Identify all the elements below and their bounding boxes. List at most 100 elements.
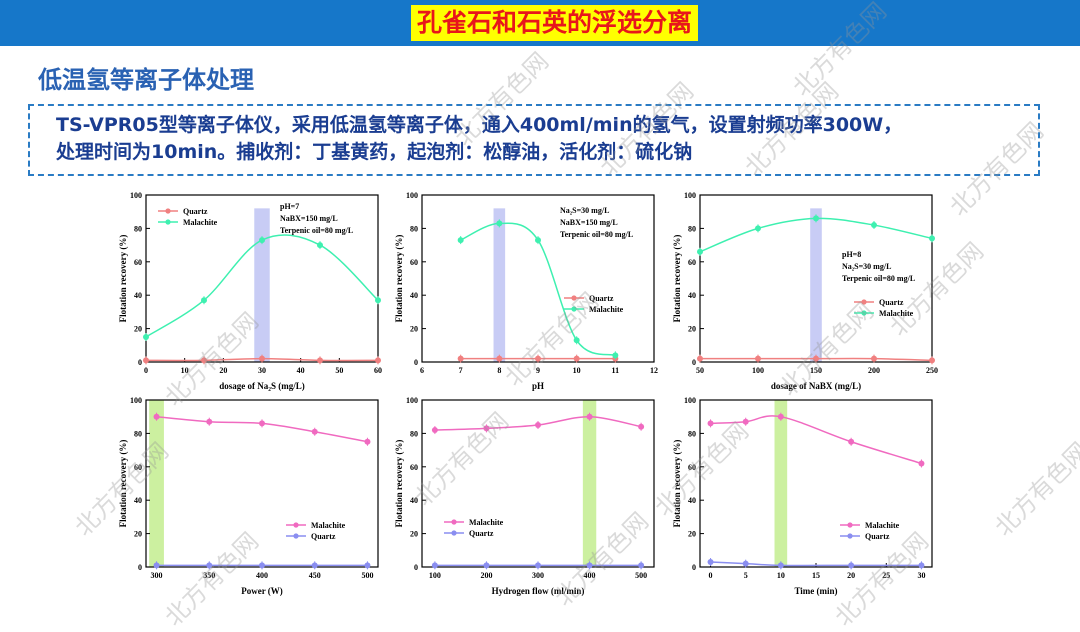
legend-label: Malachite [183,218,218,227]
x-tick-label: 11 [612,366,620,375]
x-axis-label: Hydrogen flow (ml/min) [492,586,585,596]
x-tick-label: 60 [374,366,382,375]
data-point-quartz [742,560,749,567]
data-point-malachite [755,225,761,232]
x-tick-label: 400 [256,571,268,580]
x-tick-label: 8 [497,366,501,375]
data-point-quartz [153,562,160,569]
data-point-quartz [929,357,935,364]
y-tick-label: 20 [688,530,696,539]
condition-annotation: Terpenic oil=80 mg/L [842,274,915,283]
data-point-malachite [311,428,318,435]
data-point-malachite [259,420,265,427]
data-point-malachite [871,222,877,229]
y-tick-label: 100 [130,191,142,200]
data-point-quartz [918,562,925,569]
data-point-malachite [638,423,645,430]
x-tick-label: 300 [151,571,163,580]
data-point-malachite [317,242,323,249]
legend-marker [861,299,867,305]
x-tick-label: 12 [650,366,658,375]
x-tick-label: 0 [144,366,148,375]
y-tick-label: 60 [688,258,696,267]
condition-annotation: Na₂S=30 mg/L [842,262,891,271]
data-point-malachite [697,248,703,255]
y-tick-label: 80 [134,429,142,438]
data-point-quartz [755,355,761,362]
y-tick-label: 40 [688,496,696,505]
x-tick-label: 300 [532,571,544,580]
y-tick-label: 0 [692,563,696,572]
condition-annotation: Terpenic oil=80 mg/L [560,230,633,239]
y-tick-label: 60 [134,258,142,267]
legend-marker [847,533,853,539]
legend-marker [451,519,457,525]
data-point-quartz [317,357,323,364]
condition-annotation: Terpenic oil=80 mg/L [280,226,353,235]
x-tick-label: 250 [926,366,938,375]
data-point-malachite [586,413,593,420]
watermark: 北方有色网 [989,436,1080,542]
y-tick-label: 80 [688,224,696,233]
legend-label: Malachite [589,305,624,314]
highlight-band [254,208,270,362]
x-tick-label: 450 [309,571,321,580]
y-axis-label: Flotation recovery (%) [118,235,128,323]
y-axis-label: Flotation recovery (%) [118,440,128,528]
data-point-malachite [612,352,619,359]
condition-annotation: pH=8 [842,250,861,259]
x-tick-label: 10 [181,366,189,375]
y-tick-label: 20 [410,325,418,334]
chart-2: 0 20 40 60 80 100 6 7 8 9 10 11 12 pH Flotation recove… [394,191,658,391]
chart-5: 0 20 40 60 80 100 100 200 300 400 500 Hydrogen flow… [394,396,655,596]
x-tick-label: 400 [584,571,596,580]
legend-marker [165,208,171,214]
data-point-quartz [871,355,877,362]
condition-annotation: Na₂S=30 mg/L [560,206,609,215]
data-point-malachite [483,425,490,432]
data-point-malachite [375,297,381,304]
data-point-malachite [364,438,371,445]
y-tick-label: 40 [410,496,418,505]
y-tick-label: 0 [692,358,696,367]
data-point-malachite [813,215,819,222]
y-tick-label: 0 [414,358,418,367]
legend-label: Quartz [311,532,336,541]
y-tick-label: 20 [410,530,418,539]
x-tick-label: 10 [777,571,785,580]
y-tick-label: 40 [134,496,142,505]
legend-label: Quartz [879,298,904,307]
legend-marker [571,306,577,312]
data-point-malachite [431,427,438,434]
condition-annotation: NaBX=150 mg/L [280,214,338,223]
legend-marker [451,530,457,536]
data-point-malachite [535,237,541,244]
x-tick-label: 6 [420,366,424,375]
description-line-2: 处理时间为10min。捕收剂：丁基黄药，起泡剂：松醇油，活化剂：硫化钠 [56,141,693,163]
y-tick-label: 100 [684,191,696,200]
data-point-quartz [848,562,855,569]
data-point-malachite [742,418,749,425]
x-tick-label: 200 [480,571,492,580]
legend-marker [165,219,171,225]
data-point-malachite [153,413,160,420]
legend-marker [571,295,577,301]
data-point-quartz [573,355,580,362]
chart-1: 0 20 40 60 80 100 0 10 20 30 40 50 60 dosage of Na₂S … [118,191,382,391]
series-line-malachite [460,222,616,357]
y-tick-label: 60 [410,258,418,267]
x-axis-label: Power (W) [241,586,283,596]
x-tick-label: 0 [709,571,713,580]
y-tick-label: 100 [130,396,142,405]
data-point-quartz [259,355,265,362]
data-point-malachite [929,235,935,242]
x-tick-label: 100 [752,366,764,375]
data-point-malachite [259,237,265,244]
y-tick-label: 40 [410,291,418,300]
legend-label: Quartz [589,294,614,303]
data-point-malachite [201,297,207,304]
x-axis-label: pH [532,381,544,391]
x-tick-label: 30 [917,571,925,580]
legend-label: Malachite [469,518,504,527]
legend-label: Quartz [469,529,494,538]
